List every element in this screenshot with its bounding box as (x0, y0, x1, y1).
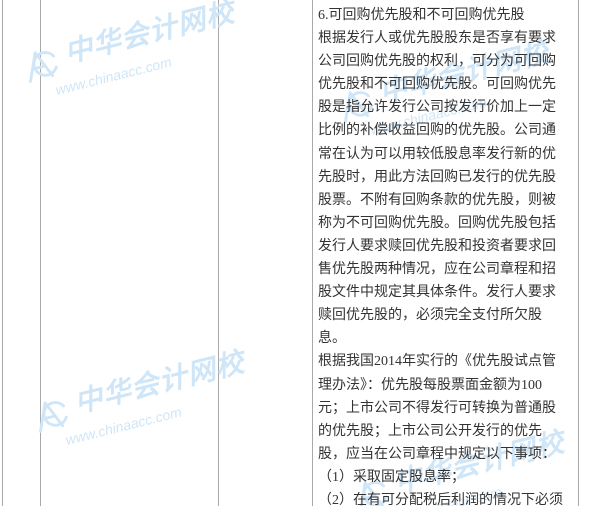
paragraph-heading: 6.可回购优先股和不可回购优先股 (318, 4, 564, 27)
table-col-border-1 (2, 0, 3, 506)
list-item-2: （2）在有可分配税后利润的情况下必须向优先股股东分配股息； (318, 489, 564, 506)
watermark-3: 中华会计网校 www.chinaacc.com (25, 339, 255, 459)
content-cell: 6.可回购优先股和不可回购优先股 根据发行人或优先股股东是否享有要求公司回购优先… (318, 0, 570, 506)
table-col-border-2 (40, 0, 41, 506)
table-col-border-5 (578, 0, 579, 506)
watermark-zh: 中华会计网校 (71, 346, 247, 418)
table-col-border-4 (312, 0, 313, 506)
table-col-border-3 (218, 0, 219, 506)
watermark-1: 中华会计网校 www.chinaacc.com (15, 0, 245, 109)
page-region: 中华会计网校 www.chinaacc.com 中华会计网校 www.china… (0, 0, 590, 506)
paragraph-body-1: 根据发行人或优先股股东是否享有要求公司回购优先股的权利，可分为可回购优先股和不可… (318, 27, 564, 350)
watermark-zh: 中华会计网校 (61, 0, 237, 68)
watermark-url: www.chinaacc.com (63, 383, 255, 452)
watermark-url: www.chinaacc.com (53, 33, 245, 102)
watermark-logo-icon (27, 392, 73, 438)
list-item-1: （1）采取固定股息率； (318, 466, 564, 489)
paragraph-body-2: 根据我国2014年实行的《优先股试点管理办法》：优先股每股票面金额为100元；上… (318, 350, 564, 465)
